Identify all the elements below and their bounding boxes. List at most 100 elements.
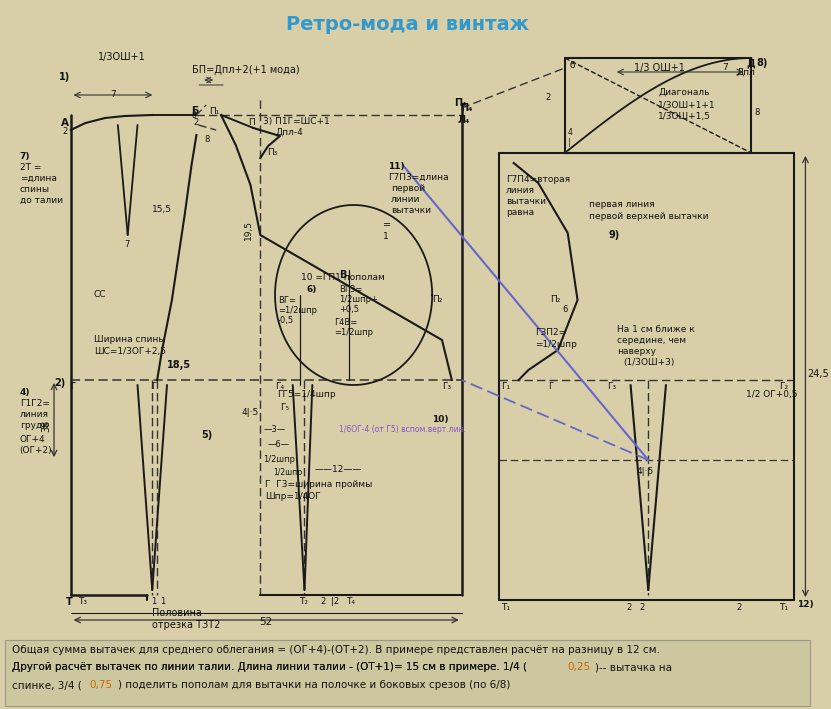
Text: груди: груди <box>20 421 47 430</box>
Text: ——12——: ——12—— <box>314 465 361 474</box>
Text: 7: 7 <box>125 240 130 249</box>
Text: Г: Г <box>151 382 156 391</box>
Text: ГЗП2=: ГЗП2= <box>535 328 567 337</box>
Text: 1/2шпр: 1/2шпр <box>263 455 295 464</box>
Text: 2: 2 <box>320 597 326 606</box>
Text: первой верхней вытачки: первой верхней вытачки <box>589 212 709 221</box>
Text: ШС=1/3ОГ+2,5: ШС=1/3ОГ+2,5 <box>94 347 166 356</box>
Text: 3) П1Г=ШС+1: 3) П1Г=ШС+1 <box>263 117 330 126</box>
Text: Г  Г3=ширина проймы: Г Г3=ширина проймы <box>265 480 372 489</box>
Text: 1/3ОШ+1: 1/3ОШ+1 <box>98 52 146 62</box>
Text: 52: 52 <box>259 617 273 627</box>
Text: Г1Г2=: Г1Г2= <box>20 399 50 408</box>
Text: На 1 см ближе к: На 1 см ближе к <box>617 325 695 334</box>
Text: =1/2шпр: =1/2шпр <box>334 328 373 337</box>
Text: ВГ=: ВГ= <box>278 296 296 305</box>
Text: Г: Г <box>548 382 553 391</box>
Text: 0,75: 0,75 <box>90 680 112 690</box>
Text: +0,5: +0,5 <box>339 305 359 314</box>
Bar <box>5 640 810 706</box>
Text: 2: 2 <box>639 603 645 612</box>
Text: П: П <box>248 118 255 127</box>
Text: 1/2шпр+: 1/2шпр+ <box>339 295 378 304</box>
Text: =1/2шпр: =1/2шпр <box>278 306 317 315</box>
Text: 10): 10) <box>432 415 449 424</box>
Text: 4): 4) <box>20 388 30 397</box>
Text: Г₂: Г₂ <box>779 382 788 391</box>
Text: 8: 8 <box>755 108 760 117</box>
Text: спинке, 3/4 (: спинке, 3/4 ( <box>12 680 81 690</box>
Text: =длина: =длина <box>20 174 57 183</box>
Text: 1/3ОШ+1,5: 1/3ОШ+1,5 <box>658 112 711 121</box>
Text: 9): 9) <box>609 230 620 240</box>
Text: Шпр=1/4ОГ: Шпр=1/4ОГ <box>265 492 321 501</box>
Text: ГГ5=1/4шпр: ГГ5=1/4шпр <box>277 390 336 399</box>
Text: Другой расчёт вытачек по линии талии. Длина линии талии - (ОТ+1)= 15 см в пример: Другой расчёт вытачек по линии талии. Дл… <box>12 662 527 672</box>
Text: наверху: наверху <box>617 347 656 356</box>
Text: вытачки: вытачки <box>391 206 431 215</box>
Text: Г₃: Г₃ <box>442 382 451 391</box>
Text: 6: 6 <box>563 305 568 314</box>
Text: отрезка ТЗТ2: отрезка ТЗТ2 <box>152 620 220 630</box>
Text: 2: 2 <box>627 603 632 612</box>
Text: П₄: П₄ <box>460 103 472 113</box>
Text: 19,5: 19,5 <box>244 220 253 240</box>
Text: 7: 7 <box>110 90 116 99</box>
Text: П₄: П₄ <box>454 98 466 108</box>
Text: 1: 1 <box>151 597 156 606</box>
Text: =: = <box>383 220 391 230</box>
Text: 8: 8 <box>191 111 196 120</box>
Text: 10 =ГП1 пополам: 10 =ГП1 пополам <box>301 273 385 282</box>
Text: середине, чем: середине, чем <box>617 336 686 345</box>
Text: 1: 1 <box>160 597 165 606</box>
Text: 24,5: 24,5 <box>808 369 829 379</box>
Text: (ОГ+2): (ОГ+2) <box>20 446 52 455</box>
Text: В: В <box>339 270 347 280</box>
Text: Т₂: Т₂ <box>300 597 308 606</box>
Text: Дпл-4: Дпл-4 <box>275 128 302 137</box>
Text: 15,5: 15,5 <box>152 205 172 214</box>
Text: Ретро-мода и винтаж: Ретро-мода и винтаж <box>286 15 529 34</box>
Text: Т₃: Т₃ <box>79 597 87 606</box>
Text: П₂: П₂ <box>432 295 443 304</box>
Text: 2: 2 <box>194 118 199 127</box>
Text: 1: 1 <box>383 232 389 241</box>
Text: 1): 1) <box>59 72 70 82</box>
Text: Т₁: Т₁ <box>779 603 788 612</box>
Text: 1/3 ОШ+1: 1/3 ОШ+1 <box>633 63 685 73</box>
Text: линия: линия <box>506 186 535 195</box>
Text: равна: равна <box>506 208 534 217</box>
Text: 18,5: 18,5 <box>167 360 191 370</box>
Text: 1/6ОГ-4 (от Г5) вспом.верт.лин.: 1/6ОГ-4 (от Г5) вспом.верт.лин. <box>339 425 466 434</box>
Text: 7): 7) <box>20 152 30 161</box>
Text: Другой расчёт вытачек по линии талии. Длина линии талии - (ОТ+1)= 15 см в пример: Другой расчёт вытачек по линии талии. Дл… <box>12 662 527 672</box>
Text: Г₄: Г₄ <box>275 382 284 391</box>
Text: до талии: до талии <box>20 196 62 205</box>
Text: линии: линии <box>391 195 420 204</box>
Text: 12): 12) <box>797 600 814 609</box>
Text: Т: Т <box>66 597 72 607</box>
Text: 1/2шпр: 1/2шпр <box>273 468 302 477</box>
Text: П₂: П₂ <box>550 295 560 304</box>
Text: 2): 2) <box>54 378 66 388</box>
Text: Т₁: Т₁ <box>501 603 510 612</box>
Text: |2: |2 <box>331 597 339 606</box>
Text: 5): 5) <box>201 430 213 440</box>
Text: 6): 6) <box>307 285 317 294</box>
Text: Б: Б <box>191 106 199 116</box>
Text: 38: 38 <box>42 420 52 432</box>
Text: 4|·5: 4|·5 <box>637 467 654 476</box>
Text: спины: спины <box>20 185 50 194</box>
Text: Общая сумма вытачек для среднего облегания = (ОГ+4)-(ОТ+2). В примере представле: Общая сумма вытачек для среднего облеган… <box>12 645 660 655</box>
Text: б: б <box>570 61 575 70</box>
Text: Т₄: Т₄ <box>346 597 355 606</box>
Text: —6—: —6— <box>267 440 289 449</box>
Text: ) поделить пополам для вытачки на полочке и боковых срезов (по 6/8): ) поделить пополам для вытачки на полочк… <box>118 680 510 690</box>
Text: ВГ3=: ВГ3= <box>339 285 362 294</box>
Text: Г4В=: Г4В= <box>334 318 357 327</box>
Text: 2Т =: 2Т = <box>20 163 41 172</box>
Text: 2: 2 <box>63 127 68 136</box>
Text: Дпл: Дпл <box>736 68 755 77</box>
Text: ОГ+4: ОГ+4 <box>20 435 45 444</box>
Text: П₃: П₃ <box>267 148 278 157</box>
